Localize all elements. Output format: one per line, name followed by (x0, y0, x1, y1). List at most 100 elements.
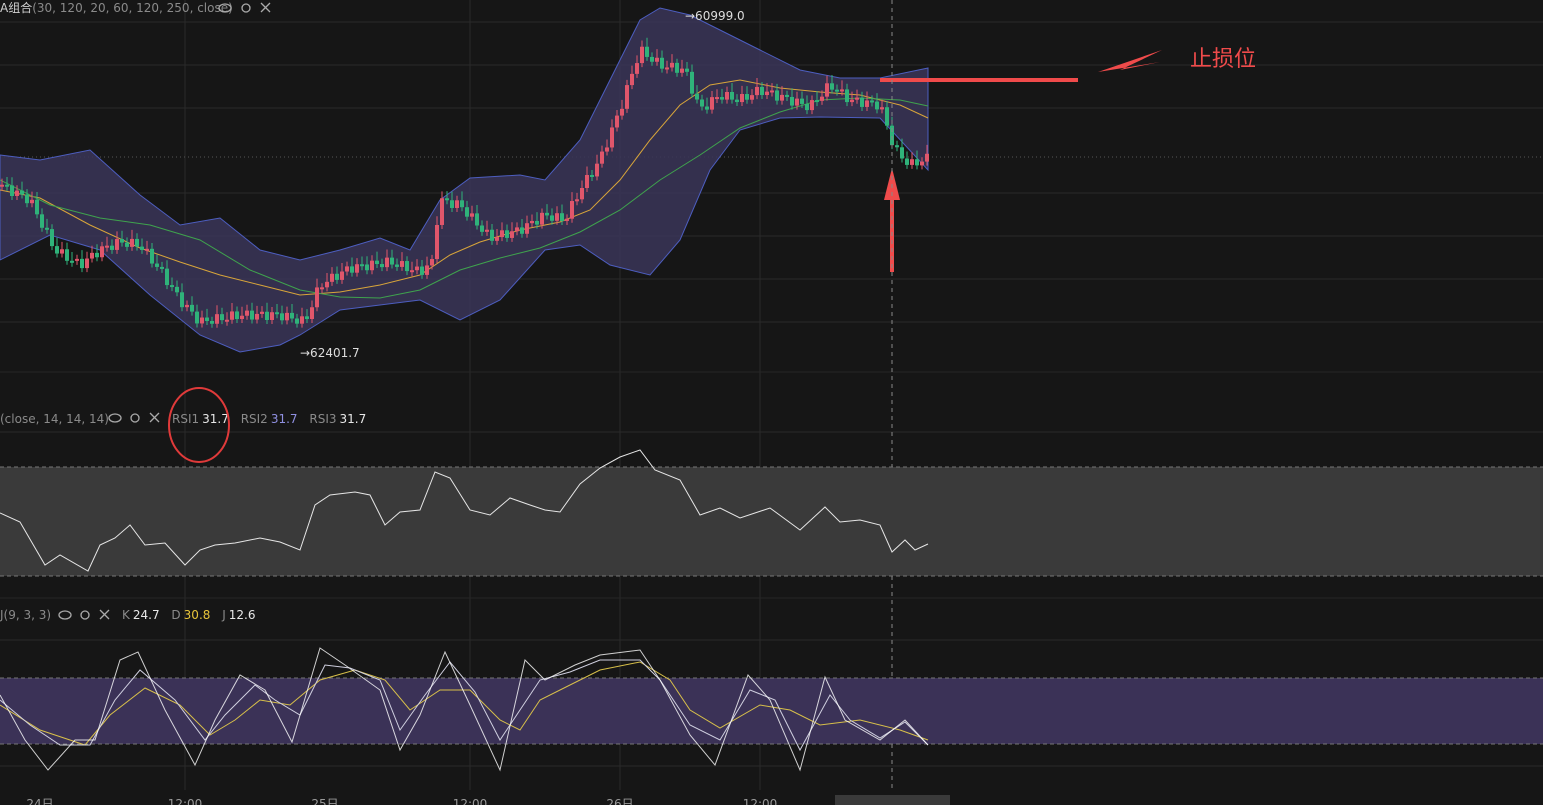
candle-body (410, 270, 414, 273)
candle-body (150, 248, 154, 264)
readout-name: D (171, 608, 180, 622)
candle-body (520, 227, 524, 234)
candle-body (590, 174, 594, 177)
candle-body (195, 311, 199, 324)
candle-body (280, 313, 284, 321)
candle-body (360, 264, 364, 267)
time-label: 26日 (606, 797, 633, 805)
candle-body (145, 248, 149, 251)
readout-value: 30.8 (184, 608, 211, 622)
readout-name: RSI1 (172, 412, 199, 426)
candle-body (50, 229, 54, 247)
readout-name: K (122, 608, 131, 622)
candle-body (850, 99, 854, 103)
eye-icon[interactable] (218, 3, 232, 13)
candle-body (395, 264, 399, 267)
candle-body (165, 268, 169, 286)
candle-body (675, 62, 679, 73)
settings-icon[interactable] (241, 3, 251, 13)
candle-body (425, 265, 429, 275)
candle-body (85, 258, 89, 269)
candle-body (430, 259, 434, 266)
candle-body (740, 94, 744, 103)
header-icons[interactable] (218, 2, 271, 13)
candle-body (220, 314, 224, 321)
high-label: →60999.0 (685, 9, 745, 23)
candle-body (875, 101, 879, 110)
candle-body (705, 106, 709, 110)
candle-body (235, 311, 239, 320)
candle-body (835, 89, 839, 92)
candle-body (265, 311, 269, 320)
candle-body (660, 57, 664, 69)
candle-body (90, 252, 94, 259)
candle-body (490, 229, 494, 241)
indicator-title: A组合 (0, 0, 32, 15)
candle-body (240, 315, 244, 320)
close-icon[interactable] (260, 2, 271, 13)
candle-body (0, 184, 4, 187)
header-icons[interactable] (58, 609, 110, 620)
candle-body (30, 199, 34, 204)
candle-body (500, 230, 504, 238)
candle-body (770, 90, 774, 93)
candle-body (615, 115, 619, 128)
candle-body (655, 57, 659, 62)
candle-body (480, 225, 484, 232)
candle-body (35, 199, 39, 215)
eye-icon[interactable] (108, 413, 122, 423)
candle-body (860, 97, 864, 107)
kdj-d-line (0, 661, 929, 746)
candle-body (795, 98, 799, 106)
settings-icon[interactable] (80, 610, 90, 620)
close-icon[interactable] (99, 609, 110, 620)
rsi-params: (close, 14, 14, 14) (0, 412, 109, 426)
candle-body (140, 246, 144, 250)
candle-body (870, 100, 874, 103)
candle-body (635, 63, 639, 74)
close-icon[interactable] (149, 412, 160, 423)
kdj-j-line (0, 647, 929, 772)
candle-body (550, 215, 554, 221)
candle-body (625, 85, 629, 109)
candle-body (60, 249, 64, 254)
candle-body (15, 190, 19, 196)
candle-body (820, 96, 824, 101)
candle-body (125, 242, 129, 247)
rsi-readouts: RSI1 31.7 RSI2 31.7 RSI3 31.7 (172, 412, 366, 426)
candle-body (680, 68, 684, 73)
settings-icon[interactable] (130, 413, 140, 423)
candle-body (205, 317, 209, 321)
header-icons[interactable] (108, 412, 160, 423)
candle-body (75, 258, 79, 261)
candle-body (830, 83, 834, 90)
candle-body (495, 237, 499, 241)
candle-body (45, 227, 49, 230)
candle-body (745, 94, 749, 100)
candle-body (385, 257, 389, 268)
candle-body (905, 158, 909, 165)
candle-body (5, 184, 9, 187)
candle-body (370, 260, 374, 271)
candle-body (825, 83, 829, 97)
candle-body (645, 46, 649, 57)
candle-body (610, 127, 614, 148)
candle-body (65, 249, 69, 261)
candle-body (260, 311, 264, 314)
candle-body (540, 212, 544, 225)
kdj-band (0, 678, 1543, 744)
crosshair-label (835, 795, 950, 805)
candle-body (535, 220, 539, 225)
candle-body (585, 174, 589, 189)
candle-body (545, 212, 549, 216)
eye-icon[interactable] (58, 610, 72, 620)
candle-body (525, 223, 529, 234)
candle-body (565, 218, 569, 221)
candle-body (290, 312, 294, 319)
candle-body (440, 198, 444, 225)
readout-value: 31.7 (271, 412, 298, 426)
candle-body (695, 93, 699, 100)
candle-body (670, 62, 674, 68)
